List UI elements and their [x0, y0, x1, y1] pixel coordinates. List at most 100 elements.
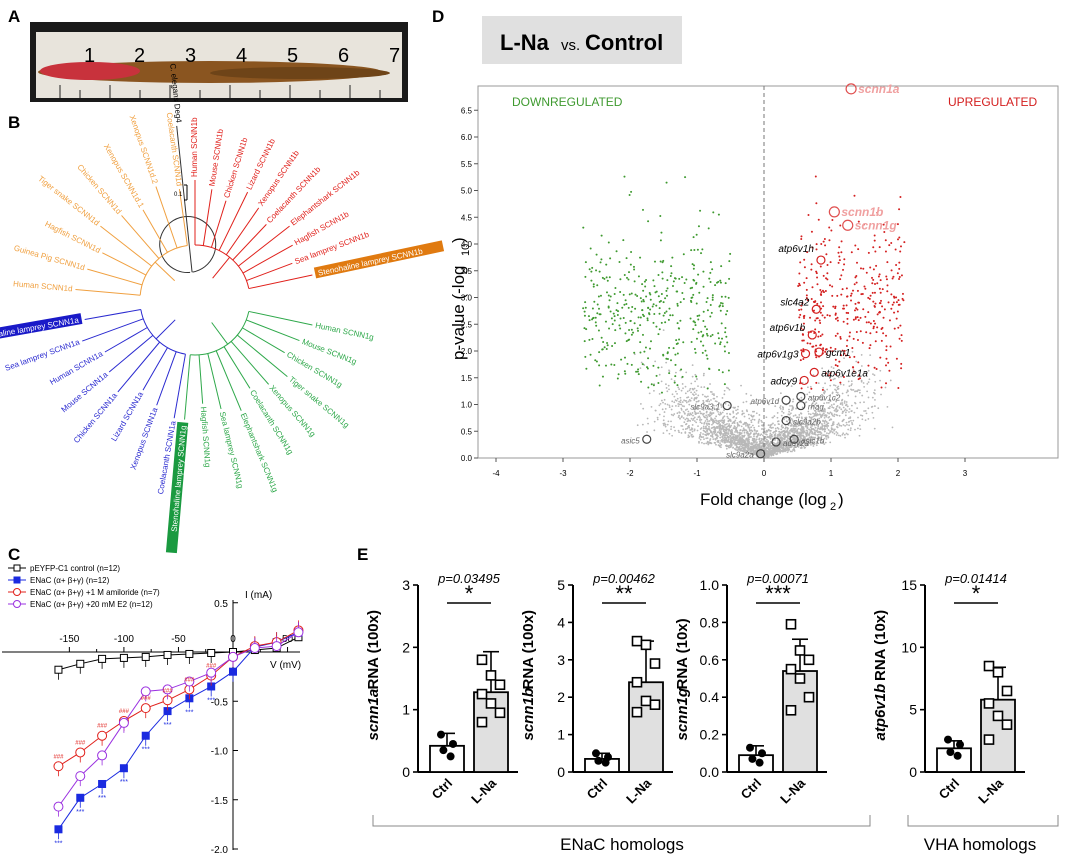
volcano-point-down	[675, 290, 678, 293]
volcano-point-down	[590, 270, 593, 273]
volcano-point	[794, 424, 797, 427]
volcano-point	[691, 430, 694, 433]
volcano-point	[856, 390, 859, 393]
volcano-point	[805, 444, 808, 447]
volcano-point-down	[591, 317, 594, 320]
volcano-point	[815, 402, 818, 405]
volcano-point-down	[598, 313, 601, 316]
volcano-point	[854, 401, 856, 404]
volcano-point-up	[821, 333, 824, 336]
volcano-point-down	[608, 327, 611, 330]
volcano-point-down	[694, 351, 697, 354]
volcano-point-down	[678, 277, 681, 280]
volcano-point	[719, 436, 722, 439]
volcano-point-up	[803, 258, 806, 261]
volcano-point-down	[628, 271, 631, 274]
volcano-point-up	[876, 326, 879, 329]
volcano-point	[725, 426, 728, 429]
volcano-point-down	[628, 194, 631, 197]
volcano-point	[771, 446, 774, 449]
volcano-point-down	[695, 337, 698, 340]
volcano-point-down	[692, 328, 695, 331]
volcano-point-down	[637, 329, 640, 332]
volcano-point-down	[599, 261, 602, 264]
volcano-point-up	[885, 349, 888, 352]
volcano-point	[692, 419, 694, 422]
volcano-point	[703, 372, 705, 375]
volcano-point	[734, 437, 737, 440]
volcano-point	[751, 424, 754, 427]
volcano-point	[639, 367, 642, 370]
volcano-point-down	[613, 315, 616, 318]
volcano-point	[718, 429, 721, 432]
volcano-point	[793, 429, 796, 432]
volcano-point-up	[834, 317, 837, 320]
volcano-point	[700, 418, 703, 421]
volcano-point-up	[873, 304, 876, 307]
tree-leaf-label: Human SCNN1d	[13, 279, 73, 293]
volcano-point	[824, 414, 827, 416]
volcano-point-up	[873, 366, 876, 369]
volcano-point	[702, 427, 705, 430]
volcano-point	[706, 420, 709, 423]
volcano-point-down	[674, 353, 677, 356]
volcano-point	[879, 369, 882, 372]
ruler-number: 4	[236, 45, 247, 67]
gene-label: atp6v1e1a	[821, 368, 868, 379]
volcano-point	[712, 421, 715, 424]
volcano-point-down	[706, 297, 709, 300]
volcano-point	[660, 366, 663, 369]
volcano-point	[736, 434, 739, 437]
volcano-point-down	[587, 315, 590, 318]
data-point-ctrl	[449, 739, 457, 748]
y-axis-title-end: )	[449, 237, 468, 243]
volcano-point	[666, 423, 669, 426]
volcano-point-down	[670, 265, 673, 268]
volcano-point-up	[815, 202, 818, 205]
volcano-point-up	[867, 321, 870, 324]
volcano-point	[772, 426, 774, 429]
volcano-point	[794, 427, 797, 430]
volcano-point-down	[594, 359, 597, 362]
volcano-point	[678, 411, 681, 414]
volcano-point-down	[679, 319, 682, 322]
volcano-point	[760, 433, 763, 436]
x-tick-label: -4	[492, 469, 500, 478]
volcano-point-down	[698, 291, 701, 294]
volcano-point	[812, 400, 815, 403]
volcano-point-down	[682, 341, 685, 344]
volcano-point	[739, 438, 742, 441]
volcano-point-down	[704, 325, 707, 328]
volcano-point	[835, 400, 837, 403]
volcano-point	[836, 391, 839, 394]
y-title-group: scnn1g RNA (10x)	[674, 618, 691, 740]
group-label-vha: VHA homologs	[924, 835, 1036, 854]
x-tick-label: -2	[626, 469, 634, 478]
volcano-point	[722, 437, 724, 440]
volcano-point	[730, 438, 732, 441]
volcano-point-down	[641, 309, 644, 312]
volcano-point	[734, 448, 737, 451]
volcano-point-up	[878, 302, 881, 305]
y-title-group: scnn1b RNA (100x)	[520, 610, 537, 740]
volcano-point-up	[850, 292, 853, 295]
volcano-point	[842, 423, 845, 426]
volcano-point	[687, 410, 690, 413]
volcano-point-down	[652, 384, 655, 387]
gene-label: adcy9	[771, 376, 798, 387]
volcano-point-down	[622, 316, 625, 319]
volcano-point-down	[615, 250, 618, 253]
volcano-point	[763, 439, 766, 442]
volcano-point	[693, 428, 696, 431]
volcano-point	[761, 421, 763, 424]
volcano-point	[848, 385, 851, 388]
data-point-lna	[803, 654, 815, 666]
volcano-point-down	[721, 337, 724, 340]
volcano-point	[683, 405, 685, 408]
volcano-point	[790, 445, 793, 448]
volcano-point-up	[821, 388, 824, 391]
volcano-point-up	[845, 344, 848, 347]
volcano-point	[780, 438, 783, 441]
sig-mark: ###	[97, 724, 108, 730]
volcano-point	[732, 446, 735, 449]
